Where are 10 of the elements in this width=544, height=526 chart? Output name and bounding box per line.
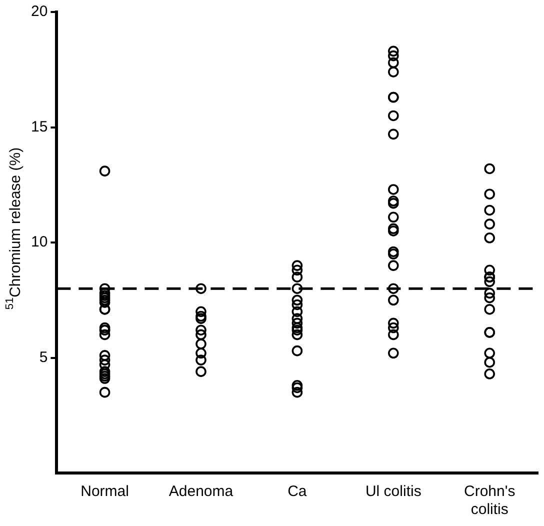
y-tick-label: 15	[30, 118, 48, 136]
y-tick-label: 20	[30, 3, 48, 20]
y-tick-label: 5	[39, 348, 48, 366]
x-tick-label: Ul colitis	[365, 483, 422, 500]
x-tick-label: Normal	[80, 483, 129, 500]
y-axis-title: 51Chromium release (%)	[4, 147, 24, 310]
y-tick-label: 10	[30, 234, 48, 251]
x-tick-label: Crohn's colitis	[464, 483, 516, 518]
x-tick-label: Adenoma	[168, 483, 234, 500]
x-tick-label: Ca	[288, 483, 308, 500]
